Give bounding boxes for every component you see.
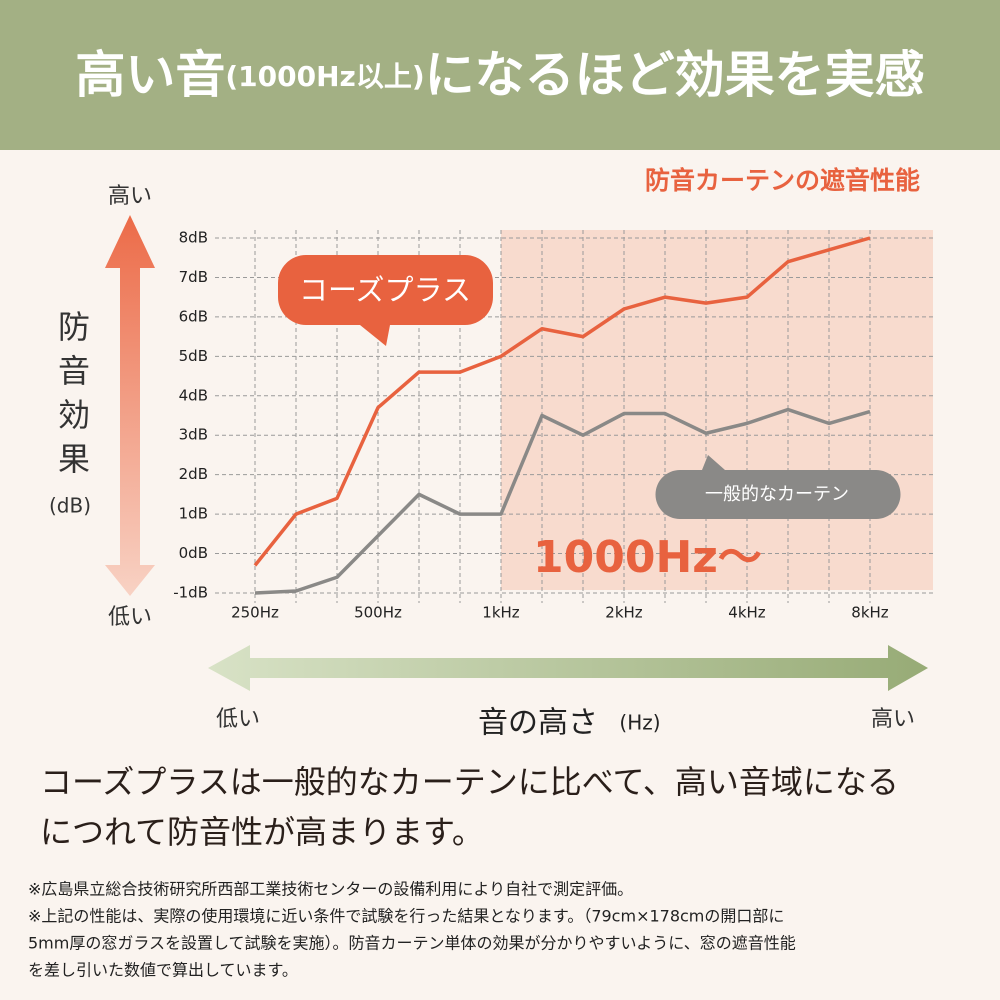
series-line [254,407,871,595]
note-line: を差し引いた数値で算出しています。 [28,961,298,980]
y-label: 防音効果 [53,310,91,486]
series-line [253,236,871,567]
y-tick-label: 1dB [179,505,208,523]
x-tick-label: 2kHz [605,604,643,622]
legend-label: コーズプラス [299,273,471,307]
y-tick-label: 7dB [179,268,208,286]
y-tick-label: 4dB [179,386,208,404]
y-tick-label: 0dB [179,544,208,562]
y-tick-label: 3dB [179,426,208,444]
x-tick-label: 500Hz [354,604,402,622]
chart-title: 防音カーテンの遮音性能 [645,166,920,195]
title-part: 高い音 [75,46,225,104]
title-part: (1000Hz以上) [225,60,424,93]
y-arrow [105,215,155,596]
y-tick-label: 6dB [179,307,208,325]
x-label: 音の高さ [478,706,598,741]
note-line: ※上記の性能は、実際の使用環境に近い条件で試験を行った結果となります。（79cm… [28,907,784,926]
highlight-label: 1000Hz〜 [533,532,762,583]
x-arrow [208,645,928,691]
highlight-region [501,230,933,590]
note-line: ※広島県立総合技術研究所西部工業技術センターの設備利用により自社で測定評価。 [28,880,633,899]
x-tick-label: 8kHz [851,604,889,622]
y-tick-label: 5dB [179,347,208,365]
x-tick-label: 4kHz [728,604,766,622]
y-tick-label: 8dB [179,229,208,247]
legend-bubble [278,255,493,346]
y-unit: (dB) [49,494,91,518]
legend-label: 一般的なカーテン [705,484,849,505]
x-low: 低い [216,707,260,732]
note-line: 5mm厚の窓ガラスを設置して試験を実施）。防音カーテン単体の効果が分かりやすいよ… [28,934,796,953]
title-part: になるほど効果を実感 [425,46,925,104]
body-line: コーズプラスは一般的なカーテンに比べて、高い音域になる [40,763,899,801]
body-line: につれて防音性が高まります。 [40,813,484,851]
x-tick-label: 1kHz [482,604,520,622]
legend-bubble [655,455,901,519]
y-low: 低い [108,605,152,630]
header-band [0,0,1000,150]
header-title: 高い音(1000Hz以上)になるほど効果を実感 [75,46,924,104]
x-unit: (Hz) [619,711,660,735]
y-tick-label: 2dB [179,465,208,483]
x-tick-label: 250Hz [231,604,279,622]
y-tick-label: -1dB [173,584,208,602]
plot: 8dB 7dB 6dB 5dB 4dB 3dB 2dB 1dB 0dB -1dB 250Hz 500H… [173,229,933,622]
y-high: 高い [108,184,152,209]
x-high: 高い [871,707,915,732]
